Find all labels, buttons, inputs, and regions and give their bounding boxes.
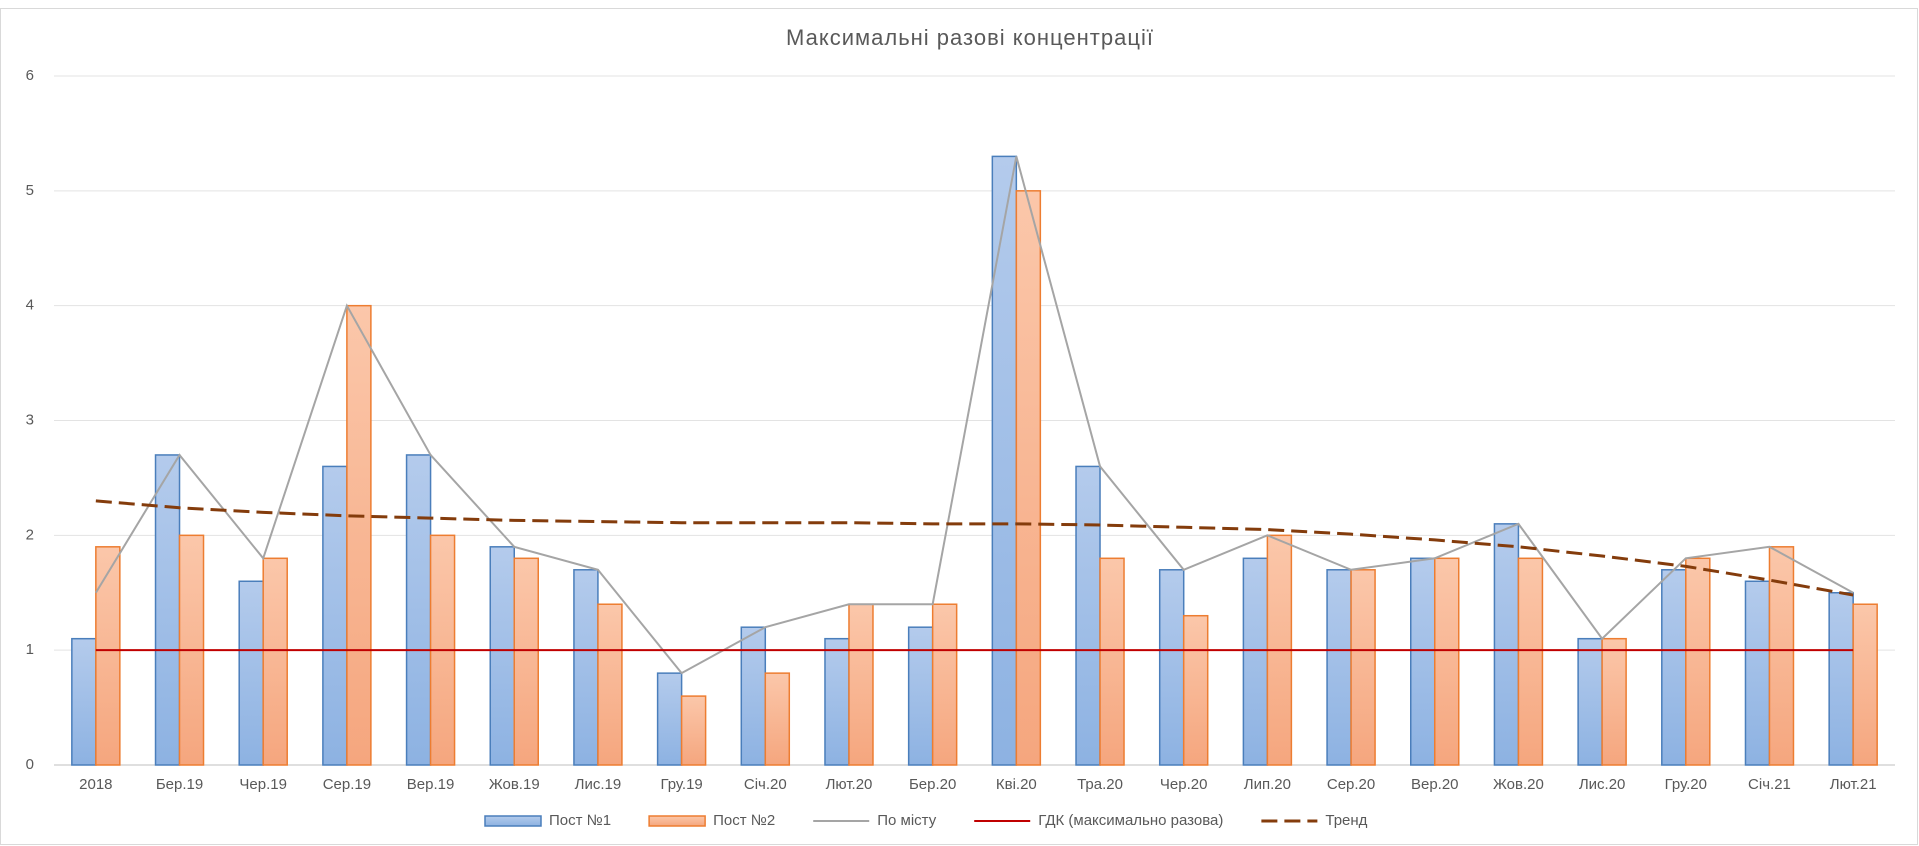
line-series (95, 499, 1854, 597)
bar (573, 569, 599, 766)
x-tick-label: Лис.20 (1579, 776, 1626, 793)
y-tick-label: 0 (26, 756, 34, 773)
bar (154, 454, 181, 766)
bar (1158, 569, 1185, 766)
bar (489, 546, 515, 766)
y-tick-label: 1 (26, 641, 34, 658)
legend-label: Пост №1 (549, 812, 611, 829)
x-tick-label: Тра.20 (1077, 776, 1123, 793)
bar (764, 672, 791, 766)
bar (1015, 190, 1042, 766)
bar (991, 155, 1018, 766)
y-tick-label: 2 (26, 526, 34, 543)
bar (1493, 523, 1520, 766)
bar (656, 672, 683, 766)
bar (1661, 569, 1687, 766)
bar (597, 603, 623, 766)
bar (346, 304, 372, 766)
x-tick-label: Лип.20 (1244, 776, 1291, 793)
x-tick-label: Жов.20 (1493, 776, 1544, 793)
bar (848, 603, 874, 766)
bar (1350, 569, 1376, 766)
bar (907, 626, 934, 766)
x-tick-label: Січ.21 (1748, 776, 1791, 793)
bar (262, 557, 288, 766)
y-tick-label: 4 (26, 297, 34, 314)
bar (1517, 557, 1544, 766)
bar (1828, 592, 1854, 766)
bar (322, 465, 348, 766)
chart-frame (0, 8, 1918, 845)
x-tick-label: Сер.20 (1327, 776, 1375, 793)
bar (1577, 637, 1603, 766)
x-tick-label: Кві.20 (996, 776, 1037, 793)
x-tick-label: Сер.19 (323, 776, 371, 793)
bar (1326, 569, 1352, 766)
bar (513, 557, 539, 766)
x-tick-label: Чер.20 (1160, 776, 1208, 793)
legend-label: ГДК (максимально разова) (1038, 812, 1223, 829)
bar (1099, 557, 1125, 766)
x-tick-label: Жов.19 (489, 776, 540, 793)
bar (1242, 557, 1269, 766)
x-tick-label: Чер.19 (239, 776, 287, 793)
bar (405, 454, 432, 766)
bar (740, 626, 767, 766)
bar (1075, 465, 1101, 766)
bar (1182, 614, 1209, 766)
bar (824, 637, 850, 766)
x-tick-label: Бер.20 (909, 776, 956, 793)
bar (1744, 580, 1771, 766)
x-tick-label: 2018 (79, 776, 112, 793)
x-tick-label: Лют.21 (1830, 776, 1877, 793)
y-tick-label: 3 (26, 411, 34, 428)
bar (71, 637, 97, 766)
x-tick-label: Січ.20 (744, 776, 787, 793)
line-series (94, 156, 1854, 675)
legend-swatch (484, 815, 542, 827)
x-tick-label: Гру.19 (660, 776, 702, 793)
x-tick-label: Бер.19 (156, 776, 203, 793)
x-tick-label: Вер.20 (1411, 776, 1459, 793)
y-tick-label: 6 (26, 67, 34, 84)
bar (1434, 557, 1460, 766)
bar (1852, 603, 1878, 766)
x-tick-label: Лют.20 (826, 776, 873, 793)
y-tick-label: 5 (26, 182, 34, 199)
legend-label: Пост №2 (713, 812, 775, 829)
bar (1601, 637, 1627, 766)
bar (1685, 557, 1711, 766)
x-tick-label: Вер.19 (407, 776, 455, 793)
bar (95, 546, 121, 766)
legend-label: Тренд (1325, 812, 1367, 829)
bar (1410, 557, 1436, 766)
legend-label: По місту (877, 812, 936, 829)
chart-title: Максимальні разові концентрації (786, 25, 1154, 50)
x-tick-label: Лис.19 (575, 776, 622, 793)
bar (680, 695, 707, 766)
bar (238, 580, 264, 766)
bar (931, 603, 958, 766)
x-tick-label: Гру.20 (1665, 776, 1707, 793)
legend-swatch (648, 815, 706, 827)
